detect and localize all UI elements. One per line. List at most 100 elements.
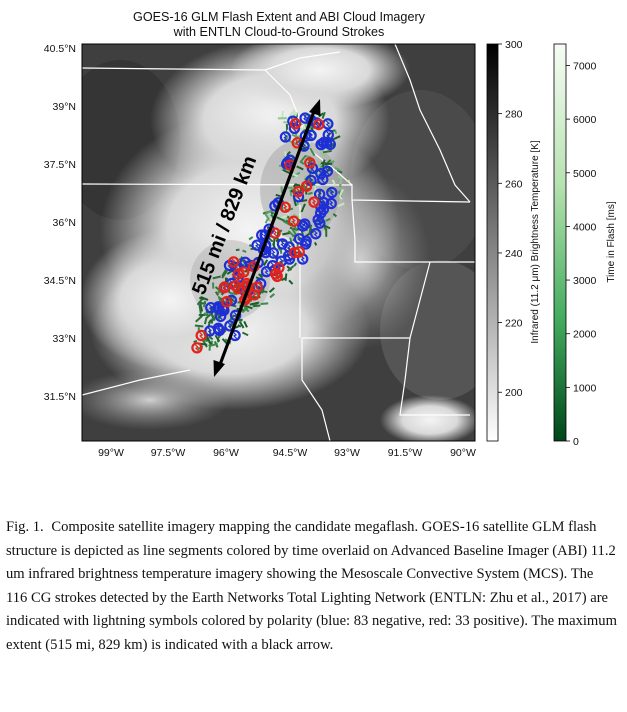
positive-stroke-symbol	[232, 282, 244, 295]
flash-segment	[287, 265, 295, 272]
flash-segment	[248, 236, 254, 241]
lightning-bolt-icon	[303, 240, 308, 248]
lightning-bolt-icon	[255, 283, 260, 291]
colorbar-time-label: Time in Flash [ms]	[606, 201, 617, 283]
positive-stroke-symbol	[270, 268, 282, 280]
negative-stroke-symbol	[314, 217, 326, 229]
lightning-bolt-icon	[255, 241, 260, 249]
flash-segment	[210, 312, 216, 321]
flash-segment	[283, 121, 288, 124]
lat-tick-label: 34.5°N	[44, 275, 76, 287]
flash-segment	[285, 134, 289, 140]
flash-segment	[292, 213, 300, 219]
lat-tick-label: 37.5°N	[44, 159, 76, 171]
lightning-bolt-icon	[287, 243, 292, 251]
figure-title-line2: with ENTLN Cloud-to-Ground Strokes	[173, 25, 385, 39]
lightning-bolt-icon	[208, 304, 213, 312]
lightning-bolt-icon	[297, 248, 302, 256]
lightning-bolt-icon	[216, 305, 221, 312]
flash-segment	[243, 320, 248, 328]
lightning-bolt-icon	[293, 120, 298, 128]
flash-segment	[292, 109, 296, 115]
flash-segment	[296, 165, 304, 171]
lightning-bolt-icon	[224, 298, 229, 306]
positive-stroke-symbol	[220, 296, 233, 308]
lightning-bolt-icon	[300, 255, 305, 263]
negative-stroke-symbol	[275, 255, 288, 267]
figure: GOES-16 GLM Flash Extent and ABI Cloud I…	[44, 10, 617, 459]
negative-stroke-symbol	[205, 301, 217, 314]
negative-stroke-symbol	[297, 220, 309, 232]
time-tick-label: 5000	[573, 168, 597, 180]
flash-segment	[260, 302, 269, 306]
lightning-bolt-icon	[199, 332, 204, 339]
flash-segment	[242, 249, 247, 253]
negative-stroke-symbol	[279, 131, 292, 143]
flash-segment	[331, 179, 337, 187]
lightning-bolt-icon	[300, 222, 305, 230]
map-panel: 515 mi / 829 km	[82, 44, 475, 441]
flash-segment	[253, 304, 261, 308]
lat-tick-label: 31.5°N	[44, 391, 76, 403]
lightning-bolt-icon	[280, 240, 285, 248]
flash-segment	[323, 225, 327, 231]
flash-segment	[269, 293, 275, 299]
positive-stroke-symbol	[279, 201, 291, 213]
extent-arrow	[213, 99, 321, 377]
flash-segment	[322, 153, 327, 157]
lightning-bolt-icon	[329, 200, 334, 207]
flash-segment	[338, 195, 343, 200]
flash-segment	[308, 224, 313, 234]
state-borders	[82, 44, 475, 441]
flash-segment	[331, 143, 335, 147]
flash-segment	[198, 304, 202, 314]
lightning-bolt-icon	[309, 132, 314, 139]
lightning-bolt-icon	[231, 258, 236, 266]
lightning-bolt-icon	[324, 139, 329, 147]
flash-segment	[268, 237, 274, 243]
negative-stroke-symbol	[313, 188, 326, 200]
flash-segment	[281, 110, 284, 118]
flash-segment	[307, 191, 313, 196]
lightning-bolt-icon	[307, 159, 312, 167]
lightning-bolt-icon	[286, 252, 291, 260]
lightning-bolt-icon	[271, 249, 276, 257]
flash-segment	[193, 339, 198, 344]
flash-segment	[208, 335, 214, 341]
negative-stroke-symbol	[299, 218, 311, 230]
lightning-bolt-icon	[236, 285, 241, 293]
caption-lead: Fig. 1.	[6, 519, 44, 535]
flash-segment	[205, 313, 212, 319]
lon-tick-label: 99°W	[98, 447, 124, 459]
lightning-bolt-icon	[263, 231, 268, 239]
flash-segment	[268, 287, 275, 293]
negative-stroke-symbol	[326, 186, 338, 199]
time-tick-label: 1000	[573, 382, 597, 394]
lightning-bolt-icon	[309, 177, 314, 184]
lightning-bolt-icon	[313, 230, 318, 238]
negative-stroke-symbol	[321, 165, 334, 177]
lightning-bolt-icon	[233, 311, 238, 319]
lightning-bolt-icon	[236, 270, 241, 278]
negative-stroke-symbol	[320, 137, 333, 149]
colorbar-bt-label: Infrared (11.2 μm) Brightness Temperatur…	[530, 140, 541, 343]
flash-segment	[237, 318, 243, 322]
flash-segment	[280, 186, 284, 194]
flash-segment	[293, 183, 297, 189]
flash-segment	[207, 319, 212, 324]
lightning-bolt-icon	[207, 327, 212, 335]
lon-axis: 99°W 97.5°W 96°W 94.5°W 93°W 91.5°W 90°W	[98, 447, 476, 459]
lat-tick-label: 39°N	[53, 101, 76, 113]
negative-stroke-symbol	[292, 191, 305, 203]
lightning-bolt-icon	[311, 198, 317, 206]
flash-segment	[334, 129, 338, 135]
lon-tick-label: 91.5°W	[388, 447, 423, 459]
flash-segment	[280, 277, 286, 282]
lightning-bolt-icon	[304, 182, 309, 190]
lightning-bolt-icon	[243, 258, 248, 266]
lightning-bolt-icon	[227, 322, 232, 330]
flash-segment	[276, 216, 285, 222]
lightning-bolt-icon	[326, 131, 331, 139]
positive-stroke-symbol	[238, 266, 250, 278]
bt-tick-label: 280	[505, 109, 523, 121]
